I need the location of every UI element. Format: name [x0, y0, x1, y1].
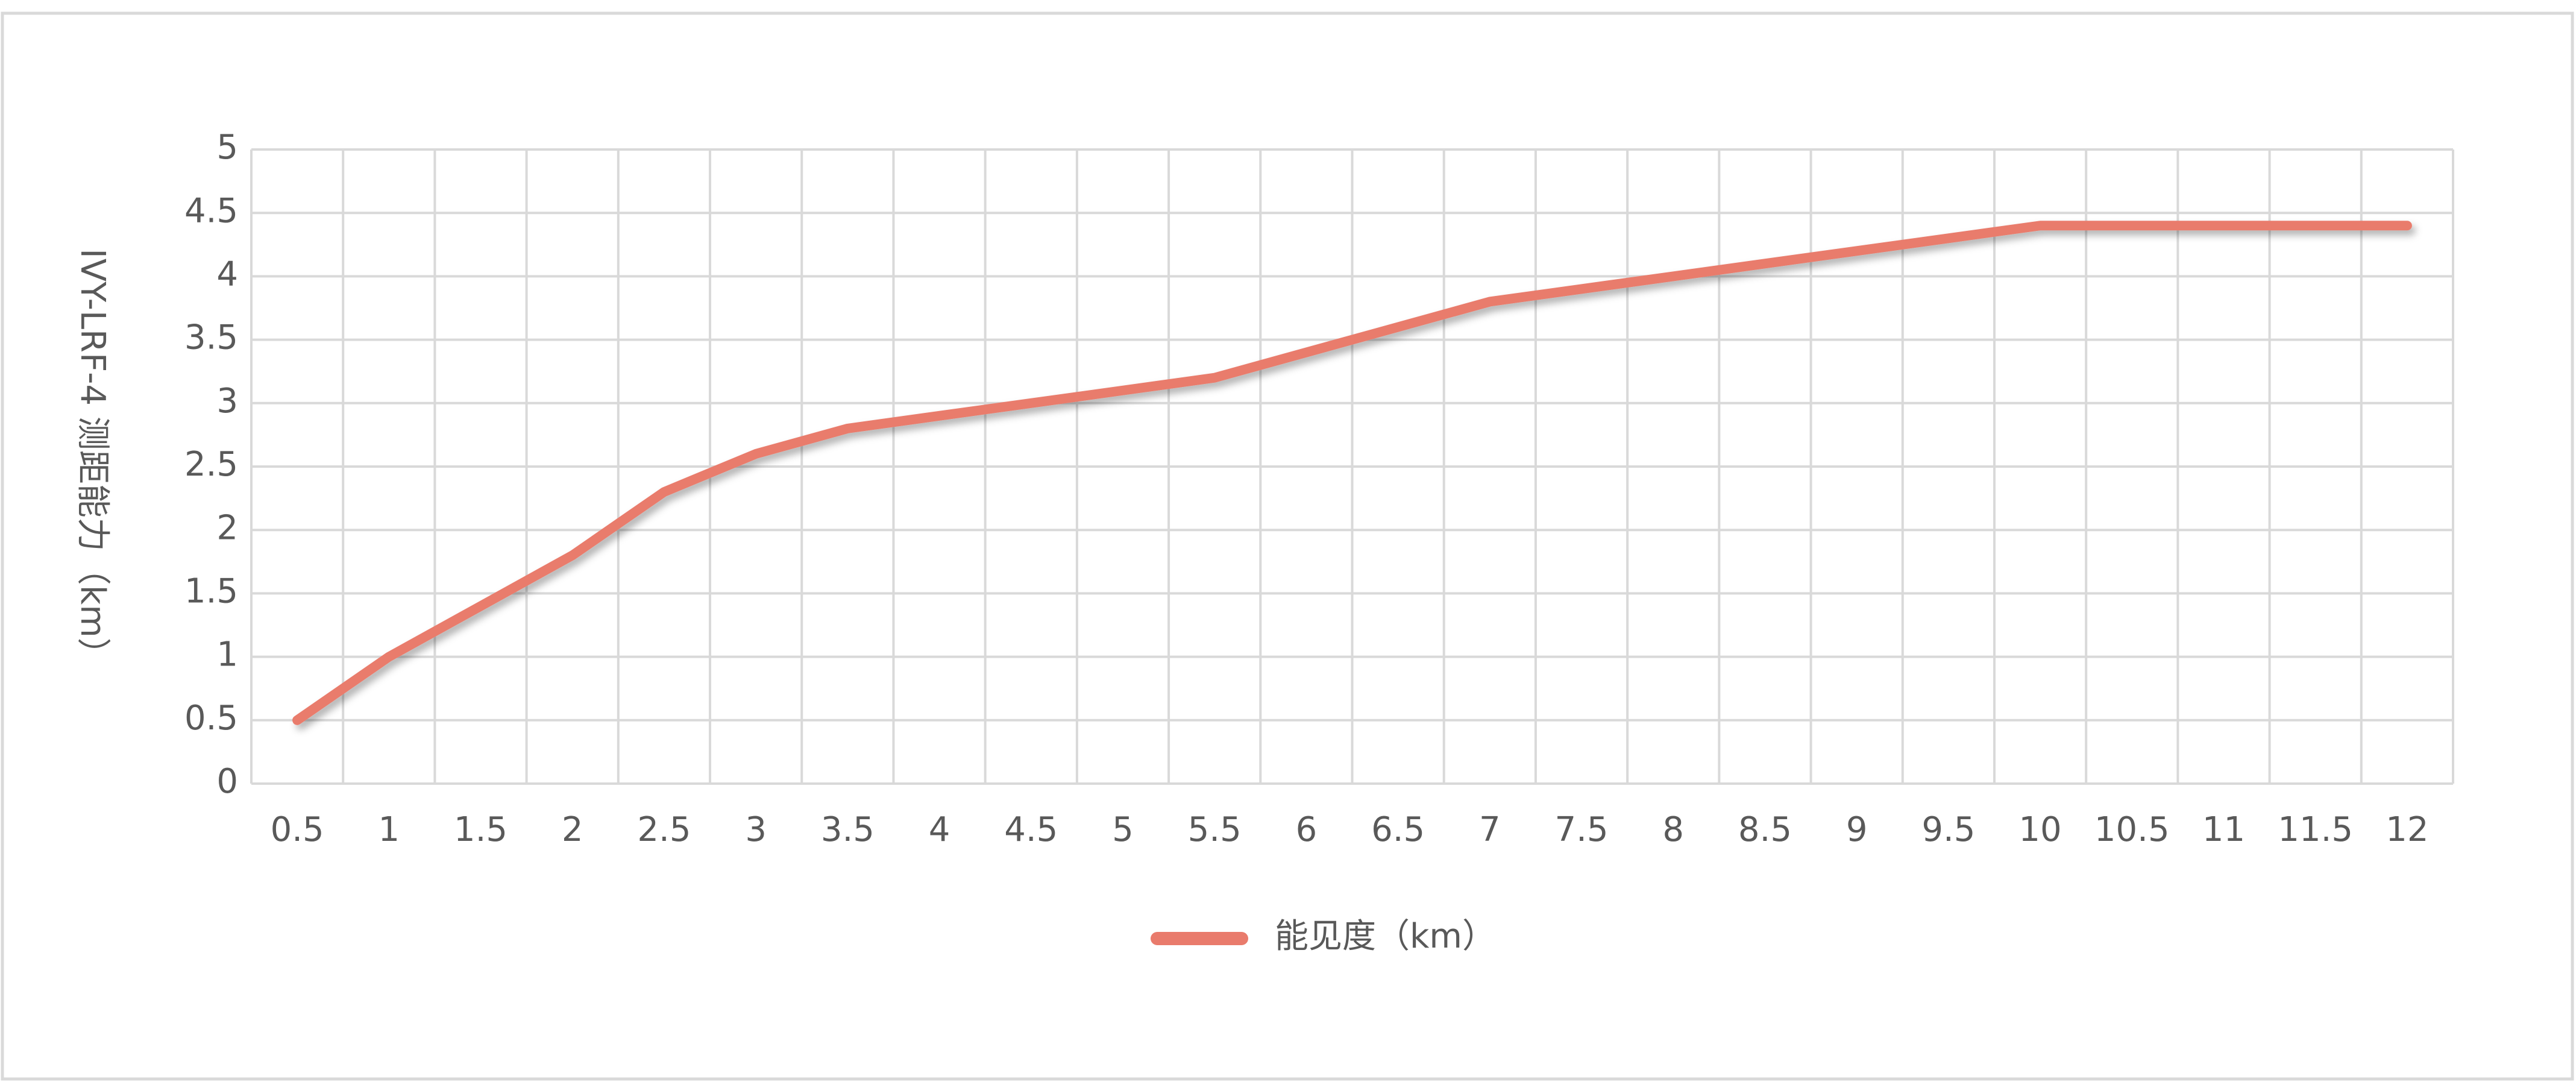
x-tick-label: 10 — [2018, 810, 2061, 849]
x-tick-label: 9 — [1846, 810, 1868, 849]
y-tick-label: 0.5 — [184, 699, 238, 738]
x-tick-label: 11 — [2202, 810, 2245, 849]
y-tick-label: 2 — [216, 508, 238, 547]
x-tick-label: 1.5 — [454, 810, 507, 849]
x-tick-label: 0.5 — [271, 810, 324, 849]
x-tick-label: 4.5 — [1004, 810, 1058, 849]
x-tick-label: 12 — [2386, 810, 2428, 849]
y-tick-label: 1.5 — [184, 572, 238, 611]
x-tick-label: 8 — [1662, 810, 1684, 849]
y-tick-label: 0 — [216, 762, 238, 801]
x-tick-label: 3 — [745, 810, 767, 849]
x-tick-label: 4 — [929, 810, 950, 849]
x-tick-label: 5.5 — [1188, 810, 1242, 849]
x-tick-label: 6 — [1296, 810, 1318, 849]
y-tick-label: 3.5 — [184, 318, 238, 357]
y-axis-title: IVY-LRF-4 测距能力（km） — [73, 248, 112, 672]
y-tick-label: 4 — [216, 255, 238, 294]
y-tick-label: 5 — [216, 128, 238, 167]
x-tick-label: 1 — [378, 810, 400, 849]
x-tick-label: 7.5 — [1554, 810, 1608, 849]
legend-label: 能见度（km） — [1275, 917, 1496, 956]
x-tick-label: 10.5 — [2094, 810, 2170, 849]
x-tick-label: 7 — [1479, 810, 1501, 849]
y-tick-label: 1 — [216, 635, 238, 675]
x-tick-label: 6.5 — [1371, 810, 1425, 849]
x-tick-label: 3.5 — [821, 810, 875, 849]
y-tick-label: 3 — [216, 382, 238, 421]
x-tick-label: 9.5 — [1921, 810, 1975, 849]
x-tick-label: 11.5 — [2278, 810, 2353, 849]
x-tick-label: 8.5 — [1738, 810, 1792, 849]
x-tick-label: 5 — [1112, 810, 1134, 849]
chart-border — [1, 11, 2574, 1081]
y-tick-label: 4.5 — [184, 191, 238, 230]
x-tick-label: 2 — [562, 810, 583, 849]
x-tick-label: 2.5 — [637, 810, 691, 849]
data-line — [292, 221, 2412, 725]
y-tick-label: 2.5 — [184, 445, 238, 484]
